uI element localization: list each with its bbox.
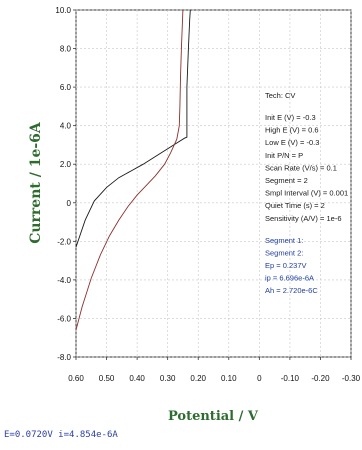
x-tick-label: -0.30 — [342, 374, 361, 383]
series-line-2 — [75, 9, 184, 331]
annotation-setting: Init E (V) = -0.3 — [265, 113, 316, 122]
annotation-setting: Segment = 2 — [265, 176, 308, 185]
x-axis-ticks: 0.60 0.50 0.40 0.30 0.20 0.10 0 -0.10 -0.20 -0.30 — [68, 357, 361, 383]
y-axis-ticks: 10.0 8.0 6.0 4.0 2.0 0 -2.0 -4.0 -6.0 -8.0 — [55, 6, 76, 362]
series-line-1 — [75, 9, 191, 248]
annotation-setting: High E (V) = 0.6 — [265, 126, 319, 135]
y-tick-label: 6.0 — [60, 83, 72, 92]
annotation-setting: Tech: CV — [265, 91, 295, 100]
x-tick-label: -0.20 — [311, 374, 330, 383]
y-tick-label: -2.0 — [57, 237, 71, 246]
grid-lines — [75, 9, 352, 358]
y-tick-label: 4.0 — [60, 122, 72, 131]
annotation-result: Segment 1: — [265, 236, 303, 245]
annotation-result: Segment 2: — [265, 249, 303, 258]
y-tick-label: -4.0 — [57, 276, 71, 285]
y-tick-label: 2.0 — [60, 160, 72, 169]
data-series — [75, 9, 191, 331]
y-axis-label: Current / 1e-6A — [28, 121, 44, 244]
y-tick-label: -6.0 — [57, 314, 71, 323]
annotation-setting: Init P/N = P — [265, 151, 303, 160]
annotation-setting: Smpl Interval (V) = 0.001 — [265, 189, 348, 198]
x-tick-label: 0 — [257, 374, 262, 383]
annotation-result: ip = 6.696e-6A — [265, 274, 314, 283]
plot-area — [75, 9, 352, 358]
annotation-block: Tech: CV Init E (V) = -0.3 High E (V) = 0.… — [265, 91, 348, 295]
annotation-setting: Low E (V) = -0.3 — [265, 138, 319, 147]
x-tick-label: 0.10 — [221, 374, 237, 383]
x-tick-label: 0.20 — [190, 374, 206, 383]
x-tick-label: 0.40 — [129, 374, 145, 383]
x-tick-label: 0.30 — [160, 374, 176, 383]
x-tick-label: -0.10 — [281, 374, 300, 383]
x-tick-label: 0.50 — [99, 374, 115, 383]
annotation-setting: Sensitivity (A/V) = 1e-6 — [265, 214, 342, 223]
annotation-result: Ep = 0.237V — [265, 261, 307, 270]
cursor-readout: E=0.0720V i=4.854e-6A — [4, 430, 118, 440]
annotation-result: Ah = 2.720e-6C — [265, 286, 318, 295]
y-tick-label: 10.0 — [55, 6, 71, 15]
y-tick-label: 0 — [67, 199, 72, 208]
x-tick-label: 0.60 — [68, 374, 84, 383]
annotation-setting: Quiet Time (s) = 2 — [265, 201, 325, 210]
y-tick-label: 8.0 — [60, 45, 72, 54]
annotation-setting: Scan Rate (V/s) = 0.1 — [265, 163, 337, 172]
x-axis-label: Potential / V — [168, 409, 259, 424]
y-tick-label: -8.0 — [57, 353, 71, 362]
